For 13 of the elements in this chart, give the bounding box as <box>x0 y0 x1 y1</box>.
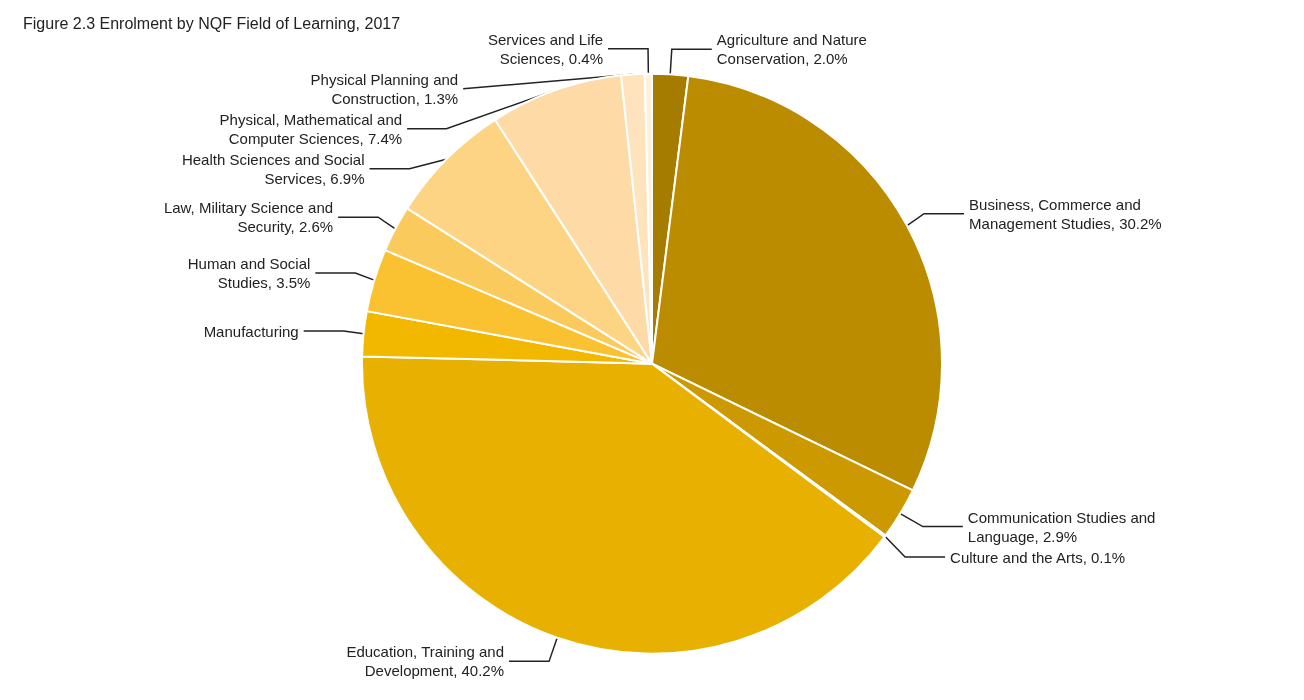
slice-label: Services and Life Sciences, 0.4% <box>487 30 604 67</box>
slice-label: Culture and the Arts, 0.1% <box>950 548 1126 566</box>
slice-label: Agriculture and Nature Conservation, 2.0% <box>716 31 867 68</box>
chart-title: Figure 2.3 Enrolment by NQF Field of Learning, 2017 <box>23 14 401 32</box>
slice-label: Manufacturing <box>203 322 299 340</box>
slice-label: Health Sciences and Social Services, 6.9% <box>181 150 365 187</box>
slice-label: Physical, Mathematical and Computer Sciences, 7.4% <box>219 110 403 147</box>
slice-label: Business, Commerce and Management Studies, 30.2% <box>969 195 1162 232</box>
slice-label: Physical Planning and Construction, 1.3% <box>310 70 459 107</box>
slice-label: Communication Studies and Language, 2.9% <box>967 508 1156 545</box>
slice-label: Education, Training and Development, 40.2% <box>346 643 505 680</box>
slice-label: Human and Social Studies, 3.5% <box>187 254 311 291</box>
slice-label: Law, Military Science and Security, 2.6% <box>163 199 334 236</box>
